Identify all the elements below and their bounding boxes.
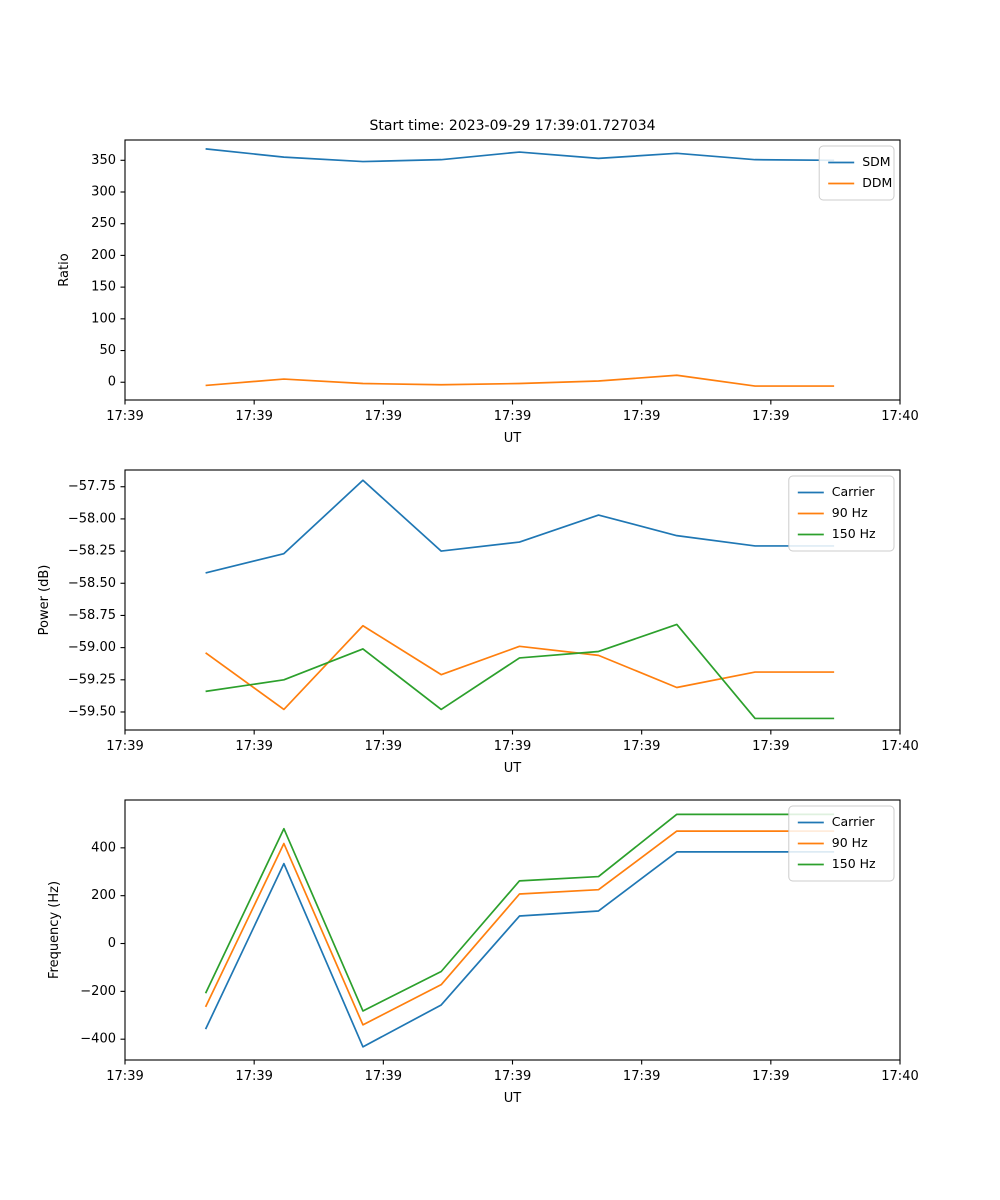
legend-label-150-hz: 150 Hz [832, 856, 876, 871]
y-tick-label: −58.75 [68, 608, 116, 623]
series-line-150-hz [204, 813, 835, 1012]
y-tick-label: 300 [91, 185, 116, 200]
legend: Carrier 90 Hz 150 Hz [788, 475, 895, 552]
y-tick-label: 150 [91, 280, 116, 295]
y-tick-label: 400 [91, 840, 116, 855]
legend-background [788, 475, 895, 552]
series-line-90-hz [204, 830, 835, 1026]
series-line-sdm [205, 148, 835, 163]
series-line-ddm [205, 374, 835, 387]
x-tick-label: 17:40 [881, 409, 918, 424]
x-tick-label: 17:39 [623, 739, 660, 754]
y-tick-label: 200 [91, 248, 116, 263]
y-tick-label: 250 [91, 216, 116, 231]
x-axis-label: UT [504, 1091, 522, 1106]
legend-label-sdm: SDM [862, 154, 890, 169]
series-line-90-hz [205, 624, 835, 711]
y-tick-label: 200 [91, 888, 116, 903]
y-axis-label: Power (dB) [37, 565, 52, 636]
x-tick-label: 17:39 [623, 409, 660, 424]
axes-frame [124, 469, 901, 731]
y-tick-label: −58.25 [68, 544, 116, 559]
subplot-frequency: −400 −200 0 200 400 17:39 17:39 17:39 17:39 17:39… [0, 770, 1000, 1120]
legend: SDM DDM [818, 145, 895, 201]
y-tick-label: 350 [91, 153, 116, 168]
legend-label-carrier: Carrier [832, 484, 876, 499]
legend-label-carrier: Carrier [832, 814, 876, 829]
series-line-carrier [205, 479, 835, 574]
y-axis-label: Frequency (Hz) [47, 881, 62, 979]
y-axis-label: Ratio [57, 253, 72, 286]
x-tick-label: 17:39 [235, 739, 272, 754]
x-tick-label: 17:39 [623, 1069, 660, 1084]
x-tick-label: 17:40 [881, 739, 918, 754]
y-tick-label: −59.50 [68, 704, 116, 719]
x-tick-label: 17:39 [365, 1069, 402, 1084]
y-tick-label: −59.00 [68, 640, 116, 655]
y-tick-label: −400 [80, 1032, 116, 1047]
y-tick-label: 100 [91, 311, 116, 326]
x-tick-label: 17:40 [881, 1069, 918, 1084]
x-tick-label: 17:39 [752, 409, 789, 424]
legend-label-90-hz: 90 Hz [832, 505, 868, 520]
series-line-150-hz [205, 623, 835, 720]
chart-title: Start time: 2023-09-29 17:39:01.727034 [369, 118, 655, 134]
legend-background [788, 805, 895, 882]
y-tick-label: 0 [108, 375, 116, 390]
y-tick-label: −59.25 [68, 672, 116, 687]
legend-label-90-hz: 90 Hz [832, 835, 868, 850]
x-tick-label: 17:39 [235, 409, 272, 424]
x-axis-label: UT [504, 761, 522, 776]
x-axis-label: UT [504, 431, 522, 446]
x-tick-label: 17:39 [494, 409, 531, 424]
y-tick-label: −200 [80, 984, 116, 999]
x-tick-label: 17:39 [494, 1069, 531, 1084]
subplot-power: −57.75 −58.00 −58.25 −58.50 −58.75 −59.00 −59.… [0, 440, 1000, 790]
legend: Carrier 90 Hz 150 Hz [788, 805, 895, 882]
axes-frame [124, 139, 901, 401]
subplot-ratio: Start time: 2023-09-29 17:39:01.727034 0 5… [0, 110, 1000, 460]
x-tick-label: 17:39 [494, 739, 531, 754]
x-tick-label: 17:39 [106, 1069, 143, 1084]
x-tick-label: 17:39 [365, 409, 402, 424]
y-tick-label: 50 [99, 343, 116, 358]
y-tick-label: −57.75 [68, 479, 116, 494]
y-tick-label: 0 [108, 936, 116, 951]
x-tick-label: 17:39 [106, 409, 143, 424]
power-plot-canvas: −57.75 −58.00 −58.25 −58.50 −58.75 −59.00 −59.… [37, 469, 919, 776]
x-tick-label: 17:39 [752, 1069, 789, 1084]
axes-frame [124, 799, 901, 1061]
ratio-plot-canvas: Start time: 2023-09-29 17:39:01.727034 0 5… [57, 118, 919, 446]
y-tick-label: −58.00 [68, 511, 116, 526]
x-tick-label: 17:39 [235, 1069, 272, 1084]
x-tick-label: 17:39 [106, 739, 143, 754]
x-tick-label: 17:39 [365, 739, 402, 754]
legend-label-ddm: DDM [862, 175, 892, 190]
legend-label-150-hz: 150 Hz [832, 526, 876, 541]
frequency-plot-canvas: −400 −200 0 200 400 17:39 17:39 17:39 17:39 17:39… [47, 799, 919, 1106]
legend-background [818, 145, 895, 201]
x-tick-label: 17:39 [752, 739, 789, 754]
y-tick-label: −58.50 [68, 576, 116, 591]
series-line-carrier [204, 851, 835, 1048]
